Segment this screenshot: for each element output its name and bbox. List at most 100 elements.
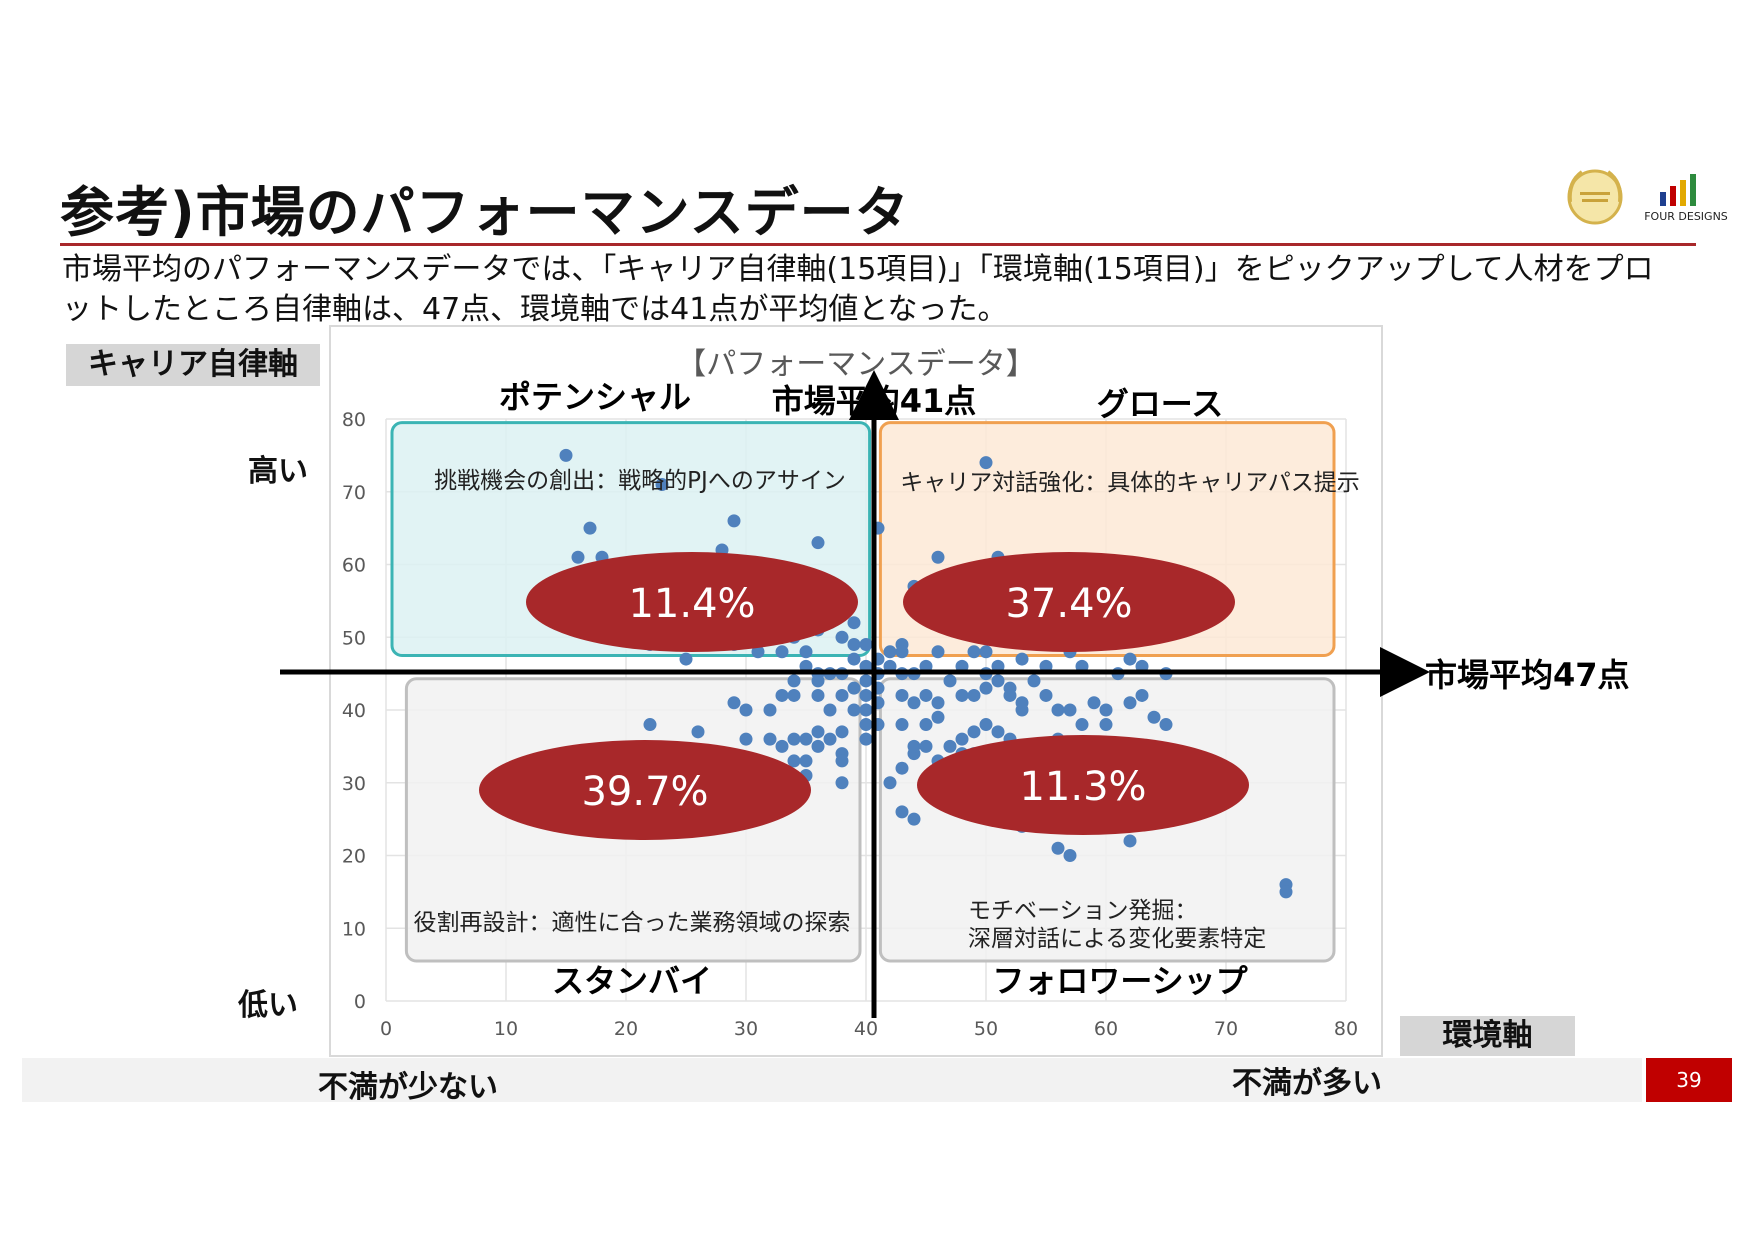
scatter-point (787, 732, 801, 746)
scatter-point (823, 732, 837, 746)
percent-growth: 37.4% (1005, 581, 1132, 627)
scatter-point (811, 739, 825, 753)
percent-potential: 11.4% (628, 581, 755, 627)
scatter-point (739, 703, 753, 717)
scatter-point (1123, 696, 1137, 710)
x-tick-label: 50 (974, 1018, 998, 1040)
scatter-point (1099, 718, 1113, 732)
y-tick-label: 10 (342, 918, 366, 940)
scatter-point (1027, 674, 1041, 688)
scatter-point (979, 718, 993, 732)
scatter-point (583, 521, 597, 535)
scatter-point (883, 776, 897, 790)
scatter-point (763, 732, 777, 746)
scatter-point (655, 477, 669, 491)
x-low-label: 不満が少ない (318, 1070, 498, 1105)
scatter-point (1147, 710, 1161, 724)
scatter-point (1123, 834, 1137, 848)
x-high-label: 不満が多い (1232, 1066, 1382, 1101)
scatter-point (679, 652, 693, 666)
tick-labels: 0 10 20 30 40 50 60 70 80 0 10 20 30 40 50 60 70 80 (342, 409, 1358, 1040)
scatter-point (907, 739, 921, 753)
quadrant-note-standby: 役割再設計：適性に合った業務領域の探索 (414, 910, 851, 936)
scatter-point (943, 674, 957, 688)
scatter-point (895, 805, 909, 819)
page-title: 参考)市場のパフォーマンスデータ (60, 181, 910, 244)
x-tick-label: 80 (1334, 1018, 1358, 1040)
footer-bar (22, 1058, 1642, 1102)
page-number: 39 (1646, 1058, 1732, 1102)
x-tick-label: 10 (494, 1018, 518, 1040)
scatter-point (991, 725, 1005, 739)
scatter-point (727, 514, 741, 528)
scatter-point (799, 645, 813, 659)
y-low-label: 低い (238, 988, 298, 1023)
scatter-point (979, 645, 993, 659)
four-designs-logo: FOUR DESIGNS (1640, 166, 1732, 228)
y-tick-label: 0 (354, 991, 366, 1013)
quadrant-note-potential: 挑戦機会の創出：戦略的PJへのアサイン (434, 468, 846, 494)
scatter-point (1051, 703, 1065, 717)
scatter-point (643, 718, 657, 732)
scatter-point (727, 696, 741, 710)
scatter-point (1003, 688, 1017, 702)
scatter-point (847, 652, 861, 666)
scatter-point (919, 739, 933, 753)
scatter-point (691, 725, 705, 739)
quadrant-note-followership-2: 深層対話による変化要素特定 (968, 926, 1266, 952)
scatter-point (1075, 718, 1089, 732)
scatter-point (751, 645, 765, 659)
scatter-point (559, 448, 573, 462)
scatter-point (955, 688, 969, 702)
scatter-point (859, 703, 873, 717)
x-axis-title: 環境軸 (1400, 1016, 1575, 1056)
chart-title: 【パフォーマンスデータ】 (676, 347, 1035, 382)
scatter-point (895, 688, 909, 702)
scatter-point (847, 638, 861, 652)
vertical-average-label: 市場平均41点 (772, 382, 977, 420)
scatter-point (799, 754, 813, 768)
scatter-point (787, 674, 801, 688)
scatter-point (763, 703, 777, 717)
percent-followership: 11.3% (1019, 764, 1146, 810)
scatter-point (775, 688, 789, 702)
scatter-point (1063, 703, 1077, 717)
scatter-point (967, 645, 981, 659)
scatter-point (571, 550, 585, 564)
logo-text: FOUR DESIGNS (1644, 210, 1728, 223)
scatter-point (859, 718, 873, 732)
quadrant-name-potential: ポテンシャル (499, 378, 691, 416)
scatter-point (787, 688, 801, 702)
x-tick-label: 70 (1214, 1018, 1238, 1040)
award-badge-icon (1560, 162, 1630, 232)
scatter-point (739, 732, 753, 746)
x-tick-label: 0 (380, 1018, 392, 1040)
scatter-point (847, 681, 861, 695)
scatter-point (931, 710, 945, 724)
scatter-point (895, 718, 909, 732)
scatter-point (1279, 885, 1293, 899)
scatter-point (967, 688, 981, 702)
scatter-point (943, 739, 957, 753)
scatter-point (775, 739, 789, 753)
scatter-point (859, 688, 873, 702)
scatter-point (835, 725, 849, 739)
scatter-point (1123, 652, 1137, 666)
y-tick-label: 20 (342, 846, 366, 868)
scatter-point (1051, 841, 1065, 855)
description-text: 市場平均のパフォーマンスデータでは、「キャリア自律軸(15項目)」「環境軸(15… (62, 252, 1654, 327)
y-tick-label: 30 (342, 773, 366, 795)
scatter-point (775, 645, 789, 659)
scatter-point (835, 754, 849, 768)
scatter-point (799, 732, 813, 746)
scatter-point (1015, 696, 1029, 710)
scatter-point (931, 550, 945, 564)
scatter-point (859, 674, 873, 688)
scatter-point (1087, 696, 1101, 710)
percent-bubble-potential: 11.4% (526, 552, 858, 652)
scatter-point (979, 681, 993, 695)
scatter-point (1159, 718, 1173, 732)
scatter-point (1015, 652, 1029, 666)
scatter-point (991, 674, 1005, 688)
